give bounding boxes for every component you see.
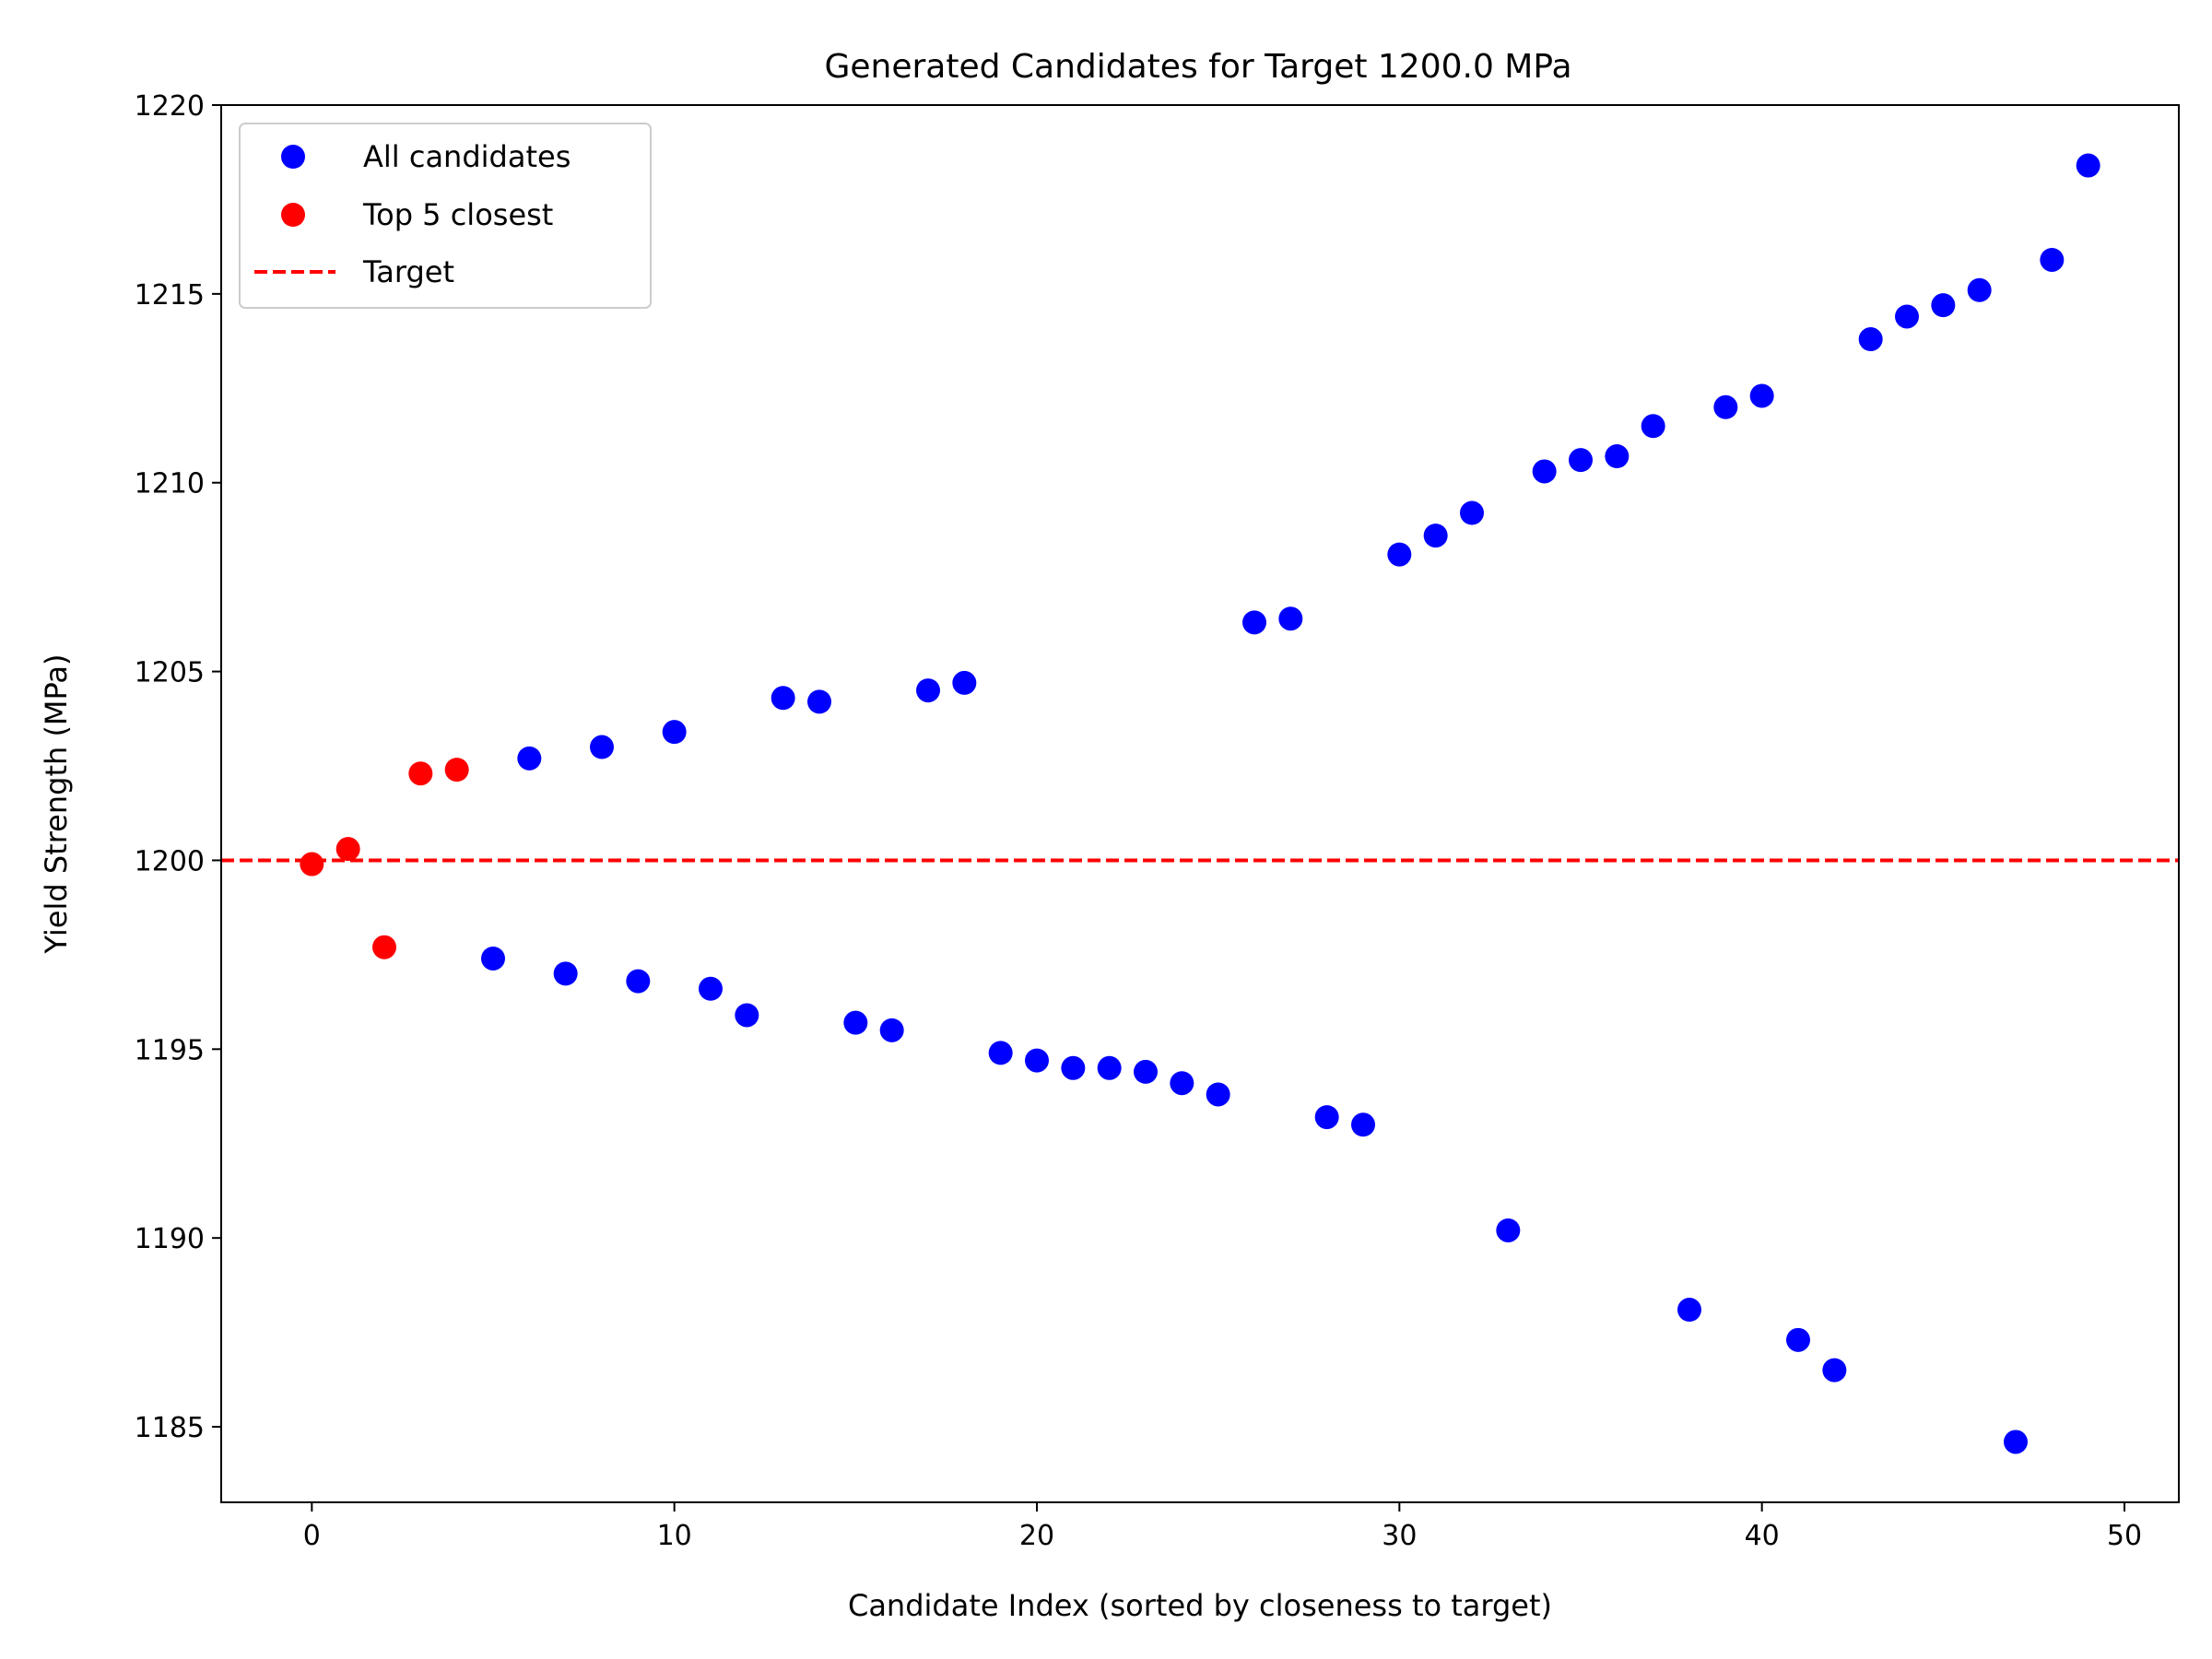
legend-label-top-5: Top 5 closest [362,197,553,232]
legend: All candidates Top 5 closest Target [239,123,652,309]
candidate-point [1967,277,1992,302]
y-tick-label: 1190 [135,1223,205,1255]
candidate-point [952,670,977,695]
y-tick-label: 1210 [135,468,205,500]
candidate-point [1061,1055,1086,1080]
candidate-point [2076,153,2100,178]
candidate-point [1749,383,1774,408]
x-axis: 0 10 20 30 40 50 [303,1502,2142,1552]
x-tick-label: 50 [2107,1520,2142,1552]
candidate-point [1423,524,1448,548]
candidate-point [590,735,614,759]
candidate-point [1895,304,1919,329]
candidate-point [1460,500,1484,525]
x-tick-label: 30 [1382,1520,1417,1552]
legend-frame [239,123,652,309]
candidate-point [1242,610,1266,635]
legend-label-target: Target [362,254,454,289]
candidate-point [1170,1071,1194,1096]
top-candidate-point [408,761,433,786]
y-tick-label: 1200 [135,845,205,877]
candidate-point [2004,1430,2028,1454]
candidate-point [771,686,795,711]
candidate-point [1496,1218,1521,1242]
y-tick-label: 1205 [135,657,205,689]
candidate-point [1278,606,1303,631]
candidate-point [1351,1112,1375,1137]
top-candidate-point [335,837,360,862]
candidate-point [1314,1105,1339,1130]
candidate-point [1786,1327,1810,1352]
plot-frame [220,104,2180,1503]
candidate-point [1569,448,1593,473]
y-tick-label: 1215 [135,279,205,312]
top-candidate-point [300,852,324,877]
candidate-point [517,746,542,771]
legend-marker-all-candidates [281,145,305,169]
candidate-point [2040,247,2065,272]
candidate-point [1532,459,1557,484]
y-tick-label: 1195 [135,1034,205,1066]
top-candidate-point [372,935,396,959]
candidate-point [1931,293,1956,318]
candidate-point [1713,394,1738,419]
candidate-point [1206,1082,1230,1107]
candidate-point [481,946,505,971]
candidate-point [735,1003,759,1028]
legend-label-all-candidates: All candidates [363,139,571,174]
candidate-point [988,1041,1013,1065]
y-tick-label: 1220 [135,90,205,123]
candidate-point [699,976,723,1001]
x-tick-label: 10 [657,1520,692,1552]
plot-area [220,104,2180,1503]
y-axis-label: Yield Strength (MPa) [39,654,74,955]
candidate-point [1677,1298,1701,1323]
candidate-point [553,961,578,986]
x-tick-label: 20 [1019,1520,1054,1552]
candidate-point [1822,1358,1847,1382]
top-candidate-point [444,758,469,782]
candidate-point [1605,444,1630,469]
points-layer [300,153,2100,1454]
candidate-point [1134,1059,1158,1084]
x-tick-label: 0 [303,1520,321,1552]
candidate-point [1025,1048,1049,1073]
candidate-point [843,1010,868,1035]
candidate-point [1097,1055,1122,1080]
candidate-point [879,1018,904,1042]
chart-title: Generated Candidates for Target 1200.0 M… [824,48,1571,86]
candidate-point [1387,542,1412,567]
legend-marker-top-5 [281,203,305,227]
candidate-point [1641,414,1665,439]
candidate-point [662,720,687,745]
candidate-point [916,678,940,703]
y-tick-label: 1185 [135,1412,205,1444]
x-tick-label: 40 [1745,1520,1780,1552]
x-axis-label: Candidate Index (sorted by closeness to … [848,1588,1552,1623]
candidate-point [626,969,651,994]
candidate-point [807,689,831,714]
y-axis: 1185 1190 1195 1200 1205 1210 1215 1220 [135,90,221,1444]
candidate-point [1858,327,1883,352]
